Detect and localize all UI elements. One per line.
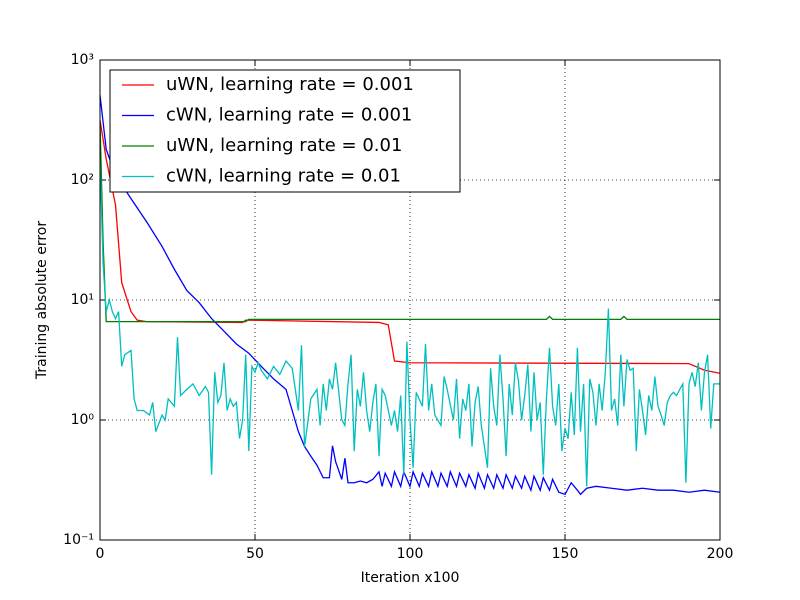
- y-tick-label: 10¹: [71, 292, 94, 308]
- series-line: [100, 158, 720, 487]
- series-line: [100, 95, 720, 496]
- legend-box: [109, 69, 461, 193]
- y-tick-label: 10⁻¹: [63, 532, 94, 548]
- x-tick-label: 100: [397, 546, 424, 562]
- y-tick-label: 10²: [71, 172, 94, 188]
- x-axis-label: Iteration x100: [361, 570, 460, 586]
- legend-label: uWN, learning rate = 0.001: [166, 74, 414, 95]
- y-tick-label: 10³: [71, 52, 94, 68]
- x-tick-label: 50: [246, 546, 264, 562]
- x-tick-label: 200: [707, 546, 734, 562]
- y-axis-label: Training absolute error: [34, 221, 50, 380]
- x-tick-label: 0: [96, 546, 105, 562]
- plot-frame: [99, 59, 721, 541]
- legend-label: cWN, learning rate = 0.001: [166, 105, 412, 126]
- x-tick-label: 150: [552, 546, 579, 562]
- legend-label: uWN, learning rate = 0.01: [166, 135, 402, 156]
- y-tick-label: 10⁰: [71, 412, 95, 428]
- legend-label: cWN, learning rate = 0.01: [166, 166, 401, 187]
